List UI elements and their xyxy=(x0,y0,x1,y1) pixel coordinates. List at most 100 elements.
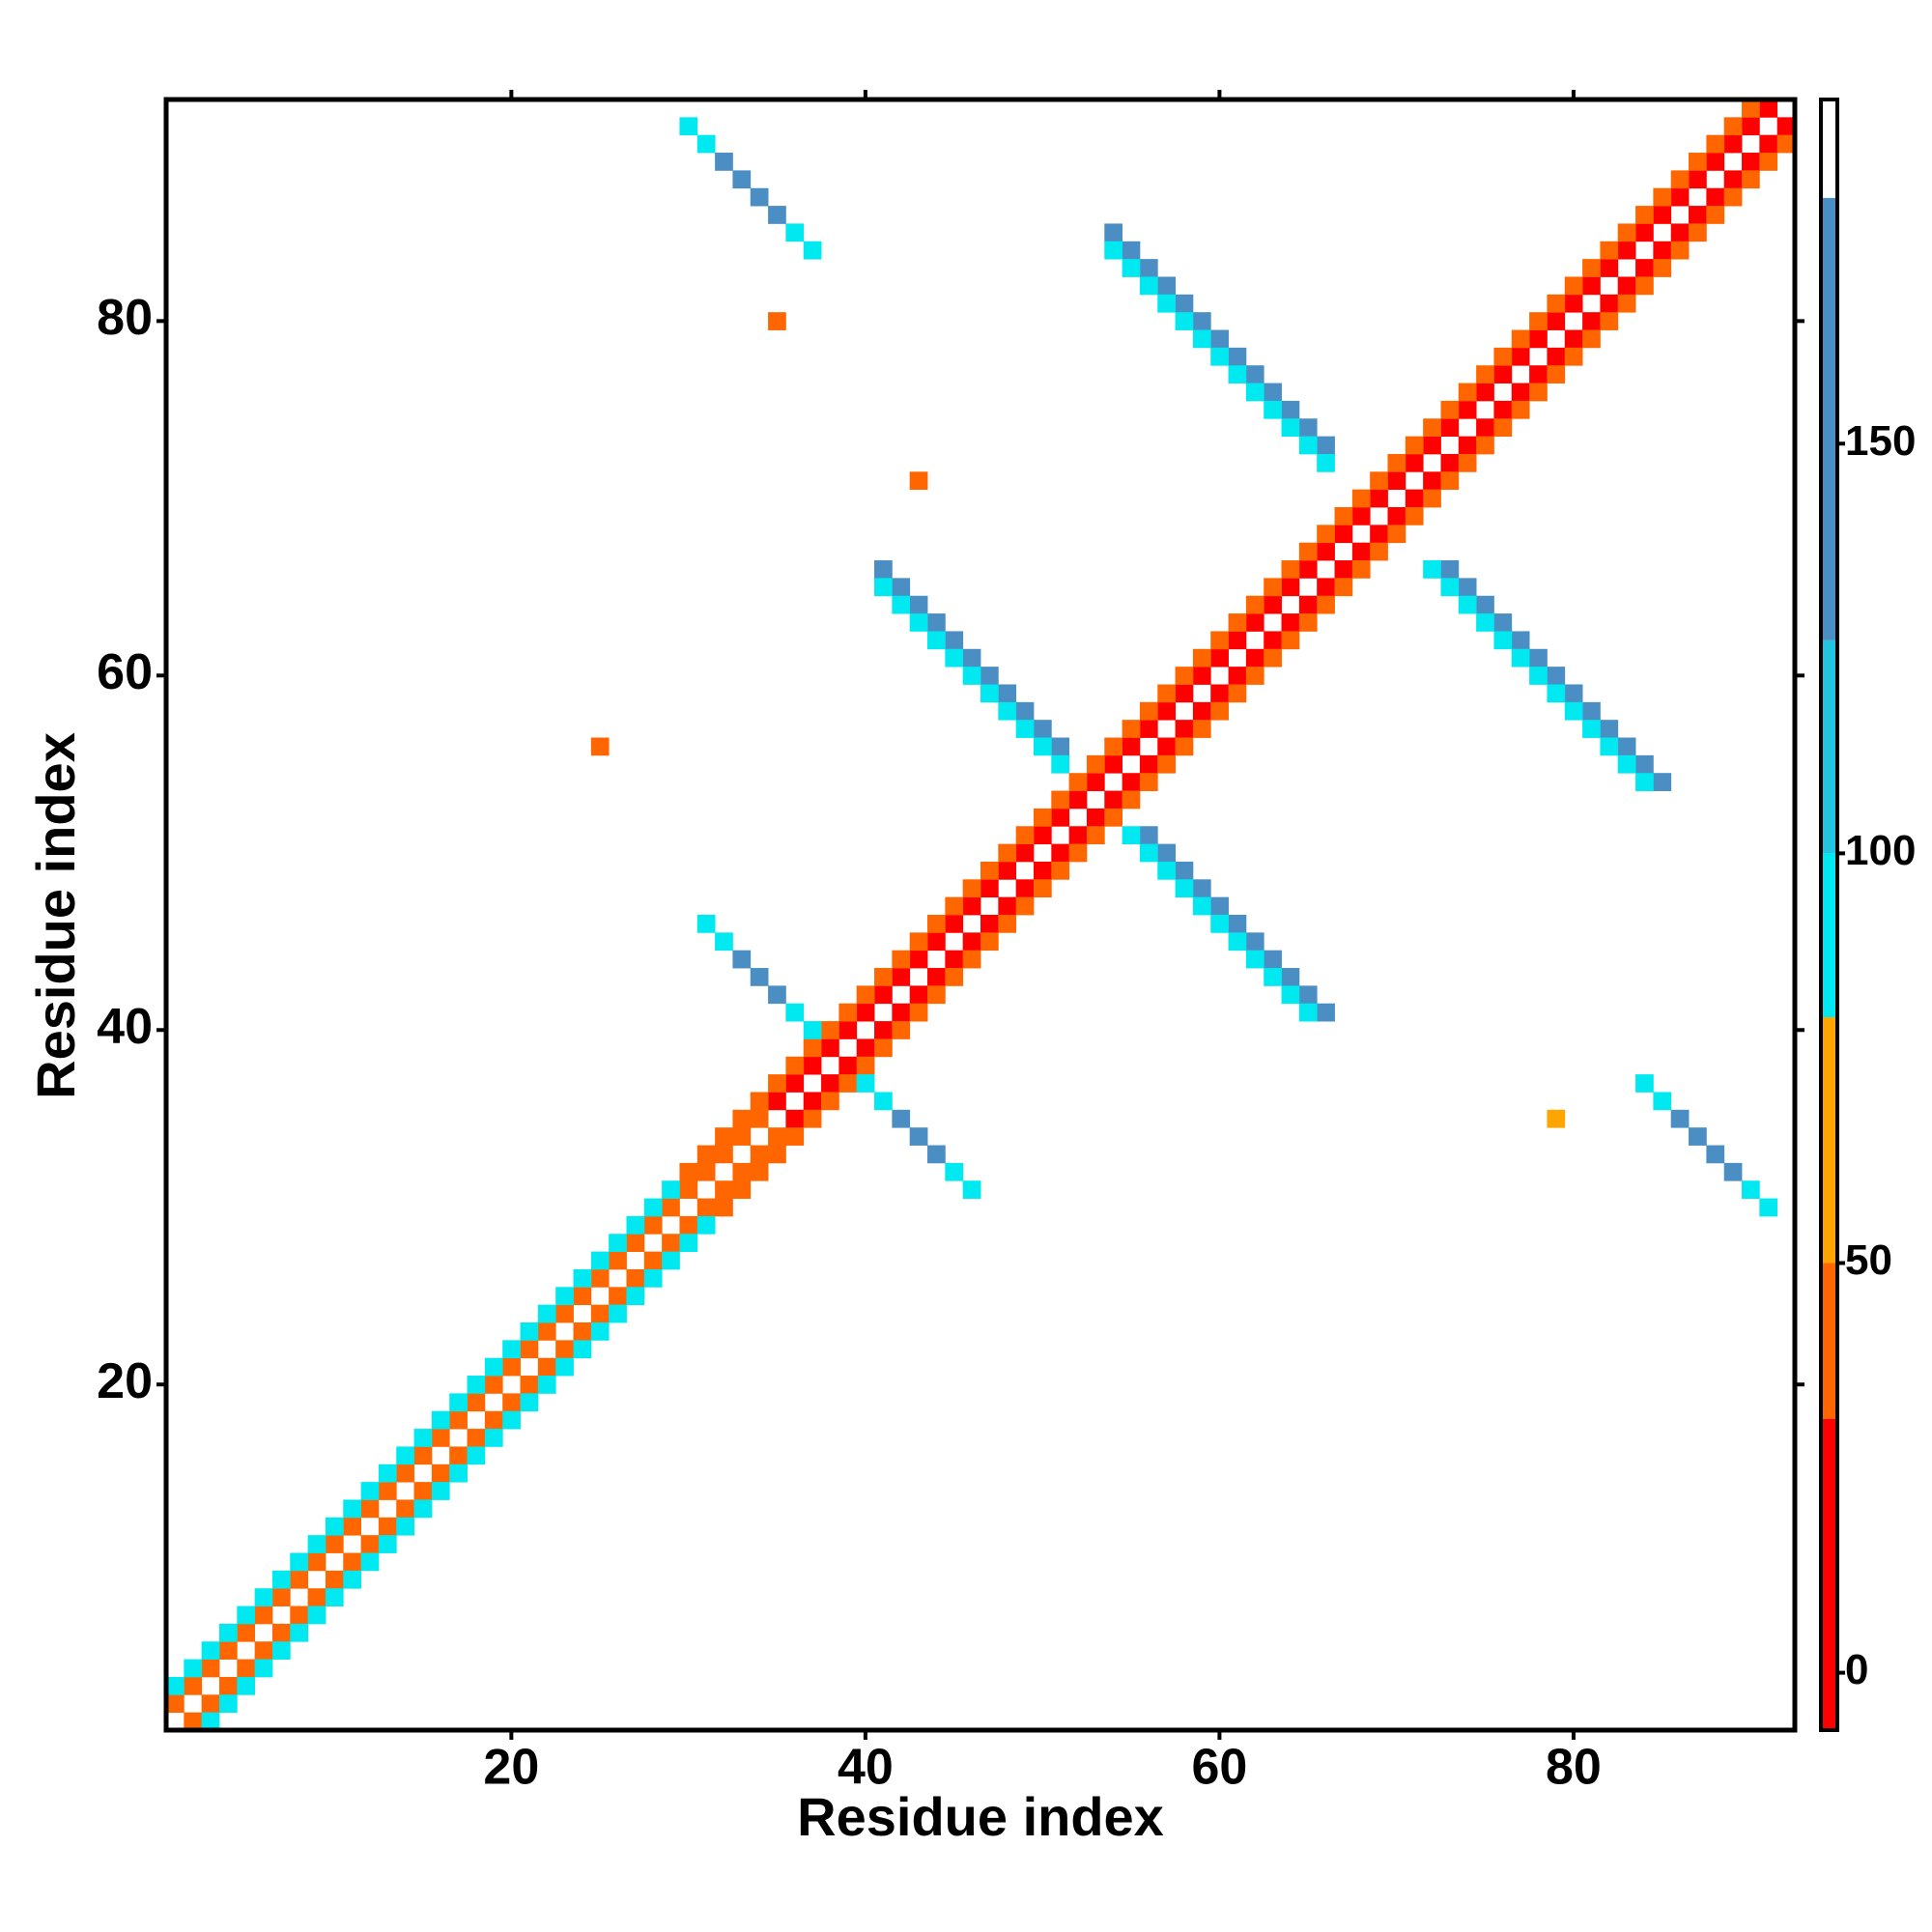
cell xyxy=(1723,134,1743,154)
cell xyxy=(201,1641,220,1661)
cell xyxy=(1281,418,1300,438)
cell xyxy=(378,1517,397,1536)
cell xyxy=(927,915,946,933)
cell xyxy=(307,1535,327,1553)
cell xyxy=(218,1676,238,1695)
cell xyxy=(1458,436,1477,455)
cell xyxy=(1351,507,1371,526)
cell xyxy=(1334,578,1353,597)
cell xyxy=(1440,400,1460,419)
cell xyxy=(413,1446,433,1465)
cell xyxy=(696,1145,716,1164)
cell xyxy=(1600,259,1619,277)
cell xyxy=(962,896,981,916)
cell xyxy=(1511,347,1530,366)
cell xyxy=(768,206,786,224)
cell xyxy=(1529,667,1548,685)
cell xyxy=(945,950,964,969)
cell xyxy=(1192,720,1211,738)
cell xyxy=(962,648,981,668)
plot-frame xyxy=(163,97,1798,1733)
cell xyxy=(1529,383,1548,402)
cell xyxy=(1051,754,1070,774)
cell xyxy=(1617,737,1636,756)
cell xyxy=(537,1304,556,1323)
cell xyxy=(1617,223,1636,242)
cell xyxy=(874,1021,893,1039)
cell xyxy=(1157,754,1176,774)
cell xyxy=(1245,648,1264,668)
cell xyxy=(998,896,1017,916)
cell xyxy=(325,1570,344,1589)
y-tick-label: 60 xyxy=(97,644,153,700)
cell xyxy=(1670,241,1690,260)
cell xyxy=(750,968,769,986)
cell xyxy=(945,631,964,650)
cell xyxy=(1547,684,1566,703)
cell xyxy=(626,1287,645,1306)
cell xyxy=(1298,985,1318,1005)
cell xyxy=(1157,843,1176,863)
colorbar-segment xyxy=(1821,639,1837,854)
cell xyxy=(1015,879,1035,898)
cell xyxy=(1317,578,1335,597)
cell xyxy=(909,613,928,632)
cell xyxy=(750,1162,769,1181)
cell xyxy=(1582,329,1601,349)
cell xyxy=(909,1003,928,1022)
cell xyxy=(360,1482,380,1500)
cell xyxy=(750,1109,769,1128)
cell xyxy=(1476,595,1494,614)
cell xyxy=(927,631,946,650)
cell xyxy=(1582,276,1601,296)
cell xyxy=(1210,701,1229,721)
cell xyxy=(573,1287,592,1306)
cell xyxy=(1670,1109,1690,1128)
cell xyxy=(1493,613,1513,632)
cell xyxy=(1600,737,1619,756)
cell xyxy=(555,1357,574,1377)
cell xyxy=(785,1127,805,1146)
cell xyxy=(821,1021,839,1039)
cell xyxy=(520,1322,539,1341)
cell xyxy=(1458,578,1477,597)
cell xyxy=(626,1268,645,1288)
cell xyxy=(1210,684,1229,703)
x-tick-label: 40 xyxy=(838,1740,894,1796)
cell xyxy=(1547,365,1566,384)
colorbar-segment xyxy=(1821,853,1837,1018)
cell xyxy=(1317,453,1335,472)
cell xyxy=(1175,312,1194,330)
cell xyxy=(290,1570,309,1589)
cell xyxy=(821,1038,839,1058)
cell xyxy=(1139,754,1158,774)
cell xyxy=(962,950,981,969)
cell xyxy=(1086,808,1105,827)
cell xyxy=(1122,737,1141,756)
cell xyxy=(1423,471,1441,491)
cell xyxy=(1723,1162,1743,1181)
cell xyxy=(1139,826,1158,845)
cell xyxy=(1157,701,1176,721)
cell xyxy=(750,187,769,207)
cell xyxy=(1298,1003,1318,1022)
cell xyxy=(1245,932,1264,952)
cell xyxy=(874,1038,893,1058)
cell xyxy=(945,648,964,668)
cell xyxy=(431,1463,450,1483)
cell xyxy=(803,241,822,260)
cell xyxy=(1317,595,1335,614)
cell xyxy=(1458,400,1477,419)
cell xyxy=(892,578,911,597)
cell xyxy=(1192,879,1211,898)
colorbar-tick-label: 0 xyxy=(1845,1646,1868,1693)
cell xyxy=(449,1463,468,1483)
cell xyxy=(1192,329,1211,349)
cell xyxy=(1210,631,1229,650)
cell xyxy=(431,1410,450,1430)
cell xyxy=(838,1074,858,1093)
cell xyxy=(768,312,786,330)
cell xyxy=(1298,542,1318,561)
cell xyxy=(1476,613,1494,632)
colorbar-segment xyxy=(1821,1263,1837,1419)
